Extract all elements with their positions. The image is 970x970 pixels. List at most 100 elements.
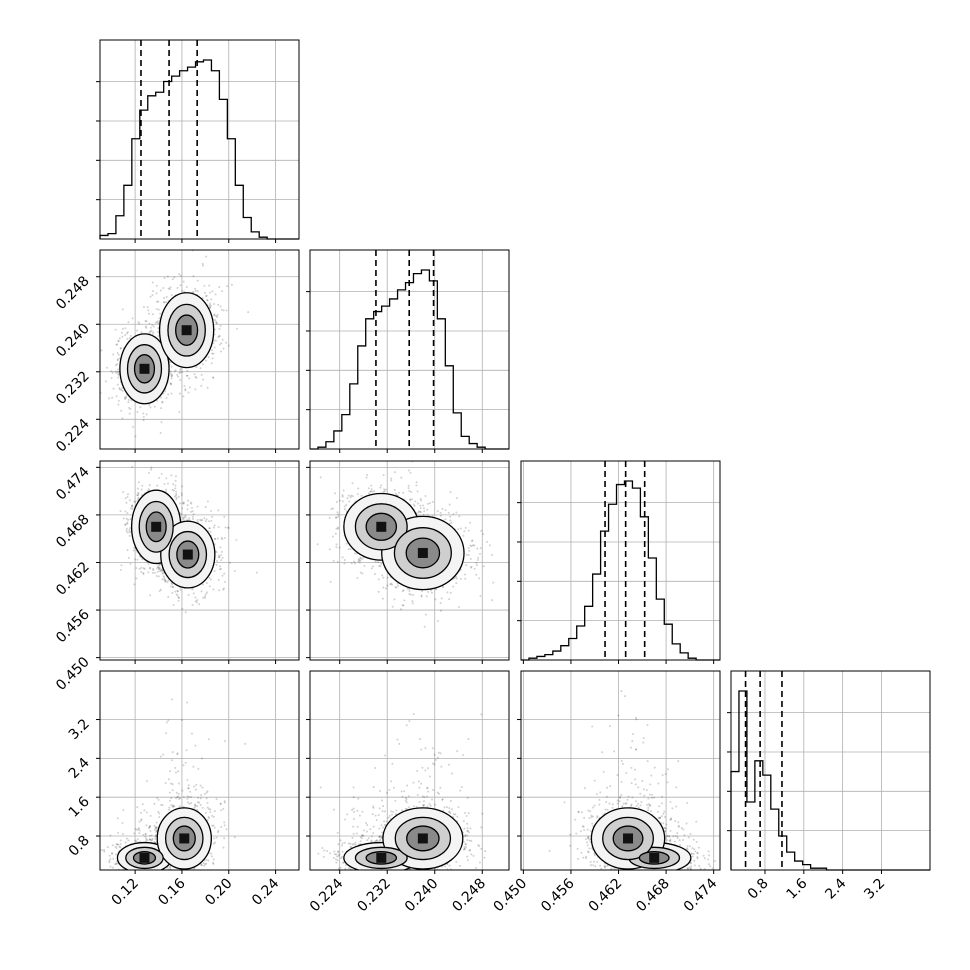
sample-point [398,491,401,494]
sample-point [150,466,153,469]
sample-point [197,796,200,799]
sample-point [428,502,431,505]
sample-point [157,335,160,338]
sample-point [204,595,207,598]
sample-point [140,566,143,569]
sample-point [127,873,129,875]
sample-point [335,516,338,519]
sample-point [118,337,121,340]
sample-point [156,321,159,324]
sample-point [121,335,124,338]
sample-point [452,513,455,516]
sample-point [351,482,354,485]
sample-point [337,526,340,529]
sample-point [142,419,145,422]
sample-point [419,497,422,500]
sample-point [119,839,122,842]
sample-point [179,369,182,372]
sample-point [136,494,139,497]
sample-point [196,279,199,282]
sample-point [420,594,423,597]
sample-point [187,499,190,502]
sample-point [202,363,205,366]
sample-point [414,500,417,503]
sample-point [167,393,170,396]
sample-point [222,309,225,312]
sample-point [176,796,179,799]
sample-point [217,509,220,512]
sample-point [182,501,185,504]
sample-point [441,507,444,510]
sample-point [215,798,218,801]
sample-point [233,836,236,839]
sample-point [124,873,126,875]
sample-point [136,487,139,490]
hist-panel-0 [96,39,300,240]
sample-point [163,871,165,873]
sample-point [205,294,208,297]
sample-point [162,287,165,290]
sample-point [335,543,338,546]
sample-point [371,490,374,493]
sample-point [165,295,168,298]
sample-point [336,560,339,563]
sample-point [408,489,411,492]
sample-point [194,287,197,290]
sample-point [465,553,468,556]
sample-point [204,295,207,298]
sample-point [212,302,215,305]
sample-point [431,514,434,517]
sample-point [415,484,418,487]
sample-point [134,558,137,561]
sample-point [446,591,449,594]
sample-point [204,520,207,523]
sample-point [203,291,206,294]
sample-point [214,339,217,342]
sample-point [357,558,360,561]
sample-point [431,500,434,503]
sample-point [212,861,215,864]
sample-point [116,843,119,846]
sample-point [416,490,419,493]
sample-point [359,559,362,562]
sample-point [345,542,348,545]
sample-point [125,517,128,520]
sample-point [205,518,208,521]
sample-point [122,808,125,811]
sample-point [195,376,198,379]
panel-frame [309,249,510,450]
sample-point [127,518,130,521]
sample-point [409,471,412,474]
sample-point [137,492,140,495]
sample-point [255,571,258,574]
sample-point [180,513,183,516]
sample-point [186,369,189,372]
sample-point [137,496,140,499]
sample-point [390,477,393,480]
sample-point [221,290,224,293]
sample-point [190,802,193,805]
sample-point [427,502,430,505]
sample-point [407,484,410,487]
sample-point [149,830,152,833]
histogram-step [99,59,299,240]
sample-point [167,287,170,290]
sample-point [204,505,207,508]
sample-point [349,548,352,551]
sample-point [131,317,134,320]
sample-point [133,500,136,503]
sample-point [160,421,163,424]
sample-point [222,807,225,810]
sample-point [353,552,356,555]
sample-point [163,276,166,279]
sample-point [367,487,370,490]
sample-point [468,549,471,552]
sample-point [486,540,489,543]
sample-point [184,514,187,517]
hist-panel-2 [517,460,721,661]
sample-point [227,526,230,529]
sample-point [207,815,210,818]
sample-point [146,489,149,492]
sample-point [140,488,143,491]
sample-point [358,561,361,564]
